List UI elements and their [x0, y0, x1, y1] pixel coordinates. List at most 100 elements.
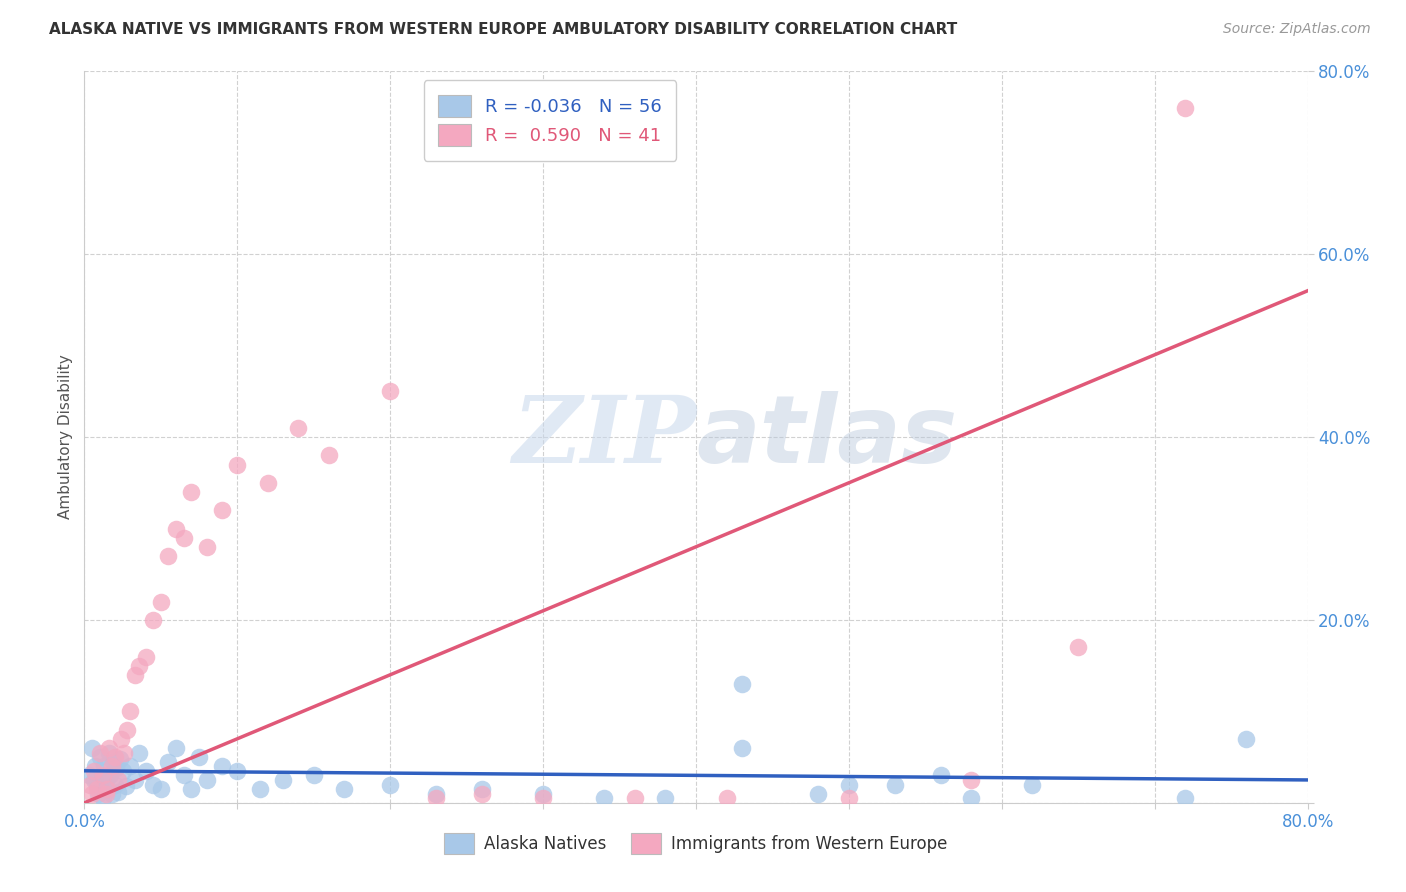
Y-axis label: Ambulatory Disability: Ambulatory Disability	[58, 355, 73, 519]
Point	[80, 787, 103, 801]
Point	[624, 791, 647, 805]
Point	[90, 782, 112, 797]
Point	[124, 772, 146, 787]
Point	[838, 791, 860, 805]
Point	[101, 787, 124, 801]
Point	[531, 787, 554, 801]
Point	[380, 384, 402, 399]
Point	[112, 746, 135, 760]
Point	[593, 791, 616, 805]
Point	[731, 740, 754, 755]
Point	[1174, 791, 1197, 805]
Point	[86, 782, 108, 797]
Text: atlas: atlas	[696, 391, 957, 483]
Point	[128, 746, 150, 760]
Point	[173, 531, 195, 545]
Point	[1236, 731, 1258, 746]
Point	[98, 768, 121, 782]
Point	[120, 759, 142, 773]
Point	[120, 705, 142, 719]
Point	[960, 772, 983, 787]
Point	[929, 768, 952, 782]
Point	[77, 768, 100, 782]
Point	[101, 759, 124, 773]
Point	[195, 772, 218, 787]
Point	[89, 746, 111, 760]
Point	[188, 750, 211, 764]
Point	[104, 778, 127, 792]
Point	[195, 540, 218, 554]
Point	[425, 787, 447, 801]
Point	[80, 740, 103, 755]
Point	[380, 778, 402, 792]
Point	[135, 764, 157, 778]
Point	[93, 759, 115, 773]
Point	[83, 772, 105, 787]
Point	[471, 787, 494, 801]
Point	[157, 755, 180, 769]
Point	[142, 778, 165, 792]
Point	[838, 778, 860, 792]
Point	[86, 778, 108, 792]
Point	[807, 787, 830, 801]
Point	[142, 613, 165, 627]
Point	[173, 768, 195, 782]
Point	[318, 448, 340, 462]
Point	[716, 791, 738, 805]
Point	[107, 785, 129, 799]
Point	[531, 791, 554, 805]
Point	[165, 521, 187, 535]
Text: ALASKA NATIVE VS IMMIGRANTS FROM WESTERN EUROPE AMBULATORY DISABILITY CORRELATIO: ALASKA NATIVE VS IMMIGRANTS FROM WESTERN…	[49, 22, 957, 37]
Point	[1067, 640, 1090, 655]
Point	[287, 421, 309, 435]
Point	[302, 768, 325, 782]
Point	[180, 782, 202, 797]
Point	[271, 772, 294, 787]
Legend: Alaska Natives, Immigrants from Western Europe: Alaska Natives, Immigrants from Western …	[437, 827, 955, 860]
Point	[91, 768, 114, 782]
Point	[1021, 778, 1043, 792]
Point	[83, 764, 105, 778]
Point	[157, 549, 180, 563]
Point	[425, 791, 447, 805]
Point	[97, 740, 120, 755]
Point	[103, 755, 125, 769]
Point	[114, 780, 136, 794]
Point	[249, 782, 271, 797]
Point	[226, 458, 249, 472]
Point	[654, 791, 676, 805]
Point	[149, 782, 172, 797]
Point	[135, 649, 157, 664]
Point	[89, 750, 111, 764]
Point	[211, 503, 233, 517]
Point	[1174, 101, 1197, 115]
Point	[94, 772, 117, 787]
Point	[471, 782, 494, 797]
Point	[91, 791, 114, 805]
Point	[84, 759, 107, 773]
Point	[96, 782, 118, 797]
Point	[211, 759, 233, 773]
Point	[180, 485, 202, 500]
Point	[110, 731, 132, 746]
Point	[165, 740, 187, 755]
Point	[333, 782, 356, 797]
Point	[107, 772, 129, 787]
Point	[79, 778, 101, 792]
Point	[883, 778, 905, 792]
Point	[105, 761, 128, 775]
Point	[97, 746, 120, 760]
Point	[108, 752, 131, 766]
Point	[731, 677, 754, 691]
Point	[104, 750, 127, 764]
Text: ZIP: ZIP	[512, 392, 696, 482]
Point	[87, 787, 110, 801]
Point	[94, 787, 117, 801]
Point	[128, 658, 150, 673]
Point	[257, 475, 280, 490]
Point	[960, 791, 983, 805]
Point	[96, 782, 118, 797]
Point	[124, 667, 146, 681]
Text: Source: ZipAtlas.com: Source: ZipAtlas.com	[1223, 22, 1371, 37]
Point	[111, 764, 134, 778]
